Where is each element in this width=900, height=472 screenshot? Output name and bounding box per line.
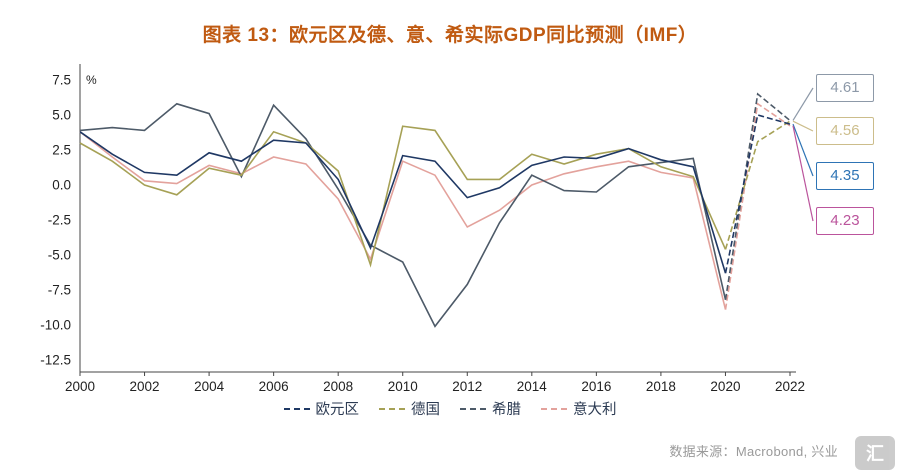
svg-text:2010: 2010: [388, 379, 418, 394]
source-text: 数据来源：Macrobond, 兴业: [669, 444, 838, 459]
svg-text:2000: 2000: [65, 379, 95, 394]
legend-swatch-德国: [379, 407, 405, 410]
page-title: 图表 13：欧元区及德、意、希实际GDP同比预测（IMF）: [202, 25, 698, 46]
legend: 欧元区 德国 希腊 意大利: [0, 398, 900, 419]
svg-text:%: %: [86, 73, 97, 87]
legend-swatch-希腊: [460, 407, 486, 410]
legend-swatch-意大利: [541, 407, 567, 410]
legend-item-希腊: 希腊: [460, 398, 521, 419]
svg-text:7.5: 7.5: [52, 73, 71, 88]
svg-text:2008: 2008: [323, 379, 353, 394]
svg-text:-5.0: -5.0: [48, 248, 71, 263]
svg-text:0.0: 0.0: [52, 178, 71, 193]
svg-text:2018: 2018: [646, 379, 676, 394]
legend-item-意大利: 意大利: [541, 398, 617, 419]
legend-label-德国: 德国: [411, 402, 440, 418]
svg-text:-10.0: -10.0: [40, 318, 71, 333]
svg-text:2004: 2004: [194, 379, 225, 394]
svg-text:2020: 2020: [710, 379, 740, 394]
legend-label-意大利: 意大利: [573, 402, 617, 418]
svg-text:2.5: 2.5: [52, 143, 71, 158]
svg-text:-2.5: -2.5: [48, 213, 71, 228]
svg-text:2016: 2016: [581, 379, 611, 394]
gdp-line-chart: 7.5 5.0 2.5 0.0 -2.5 -5.0 -7.5 -10.0 -12.5% 2000 2…: [40, 64, 814, 394]
legend-item-欧元区: 欧元区: [283, 398, 360, 419]
svg-text:5.0: 5.0: [52, 108, 71, 123]
legend-swatch-欧元区: [283, 407, 310, 410]
watermark-logo: 汇: [855, 436, 895, 470]
svg-text:-12.5: -12.5: [40, 353, 71, 368]
legend-item-德国: 德国: [379, 398, 440, 419]
svg-text:-7.5: -7.5: [48, 283, 71, 298]
svg-text:2006: 2006: [259, 379, 289, 394]
watermark-glyph: 汇: [866, 444, 884, 464]
svg-text:2002: 2002: [130, 379, 160, 394]
svg-text:2012: 2012: [452, 379, 482, 394]
legend-label-希腊: 希腊: [492, 402, 521, 418]
legend-label-欧元区: 欧元区: [315, 402, 360, 418]
svg-text:2022: 2022: [775, 379, 805, 394]
svg-text:2014: 2014: [517, 379, 548, 394]
